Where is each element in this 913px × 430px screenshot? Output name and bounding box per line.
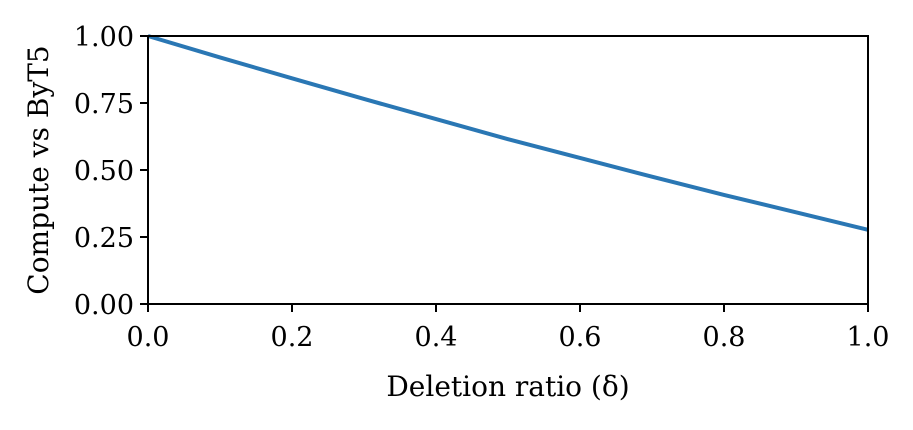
y-tick-label: 1.00 bbox=[74, 22, 134, 53]
x-axis-ticks: 0.0 0.2 0.4 0.6 0.8 1.0 bbox=[127, 304, 890, 353]
y-axis-title: Compute vs ByT5 bbox=[22, 45, 55, 294]
y-tick-label: 0.50 bbox=[74, 156, 134, 187]
axes-frame bbox=[147, 35, 869, 305]
x-tick-label: 0.4 bbox=[415, 322, 458, 353]
series-layer bbox=[147, 34, 869, 232]
x-tick-label: 1.0 bbox=[847, 322, 890, 353]
y-tick-label: 0.75 bbox=[74, 89, 134, 120]
x-axis-title: Deletion ratio (δ) bbox=[386, 370, 629, 403]
x-tick-label: 0.8 bbox=[703, 322, 746, 353]
y-tick-label: 0.25 bbox=[74, 223, 134, 254]
y-axis-ticks: 0.00 0.25 0.50 0.75 1.00 bbox=[74, 22, 148, 321]
y-tick-label: 0.00 bbox=[74, 290, 134, 321]
x-tick-label: 0.6 bbox=[559, 322, 602, 353]
x-tick-label: 0.0 bbox=[127, 322, 170, 353]
series-line-0 bbox=[147, 34, 869, 232]
x-tick-label: 0.2 bbox=[271, 322, 314, 353]
